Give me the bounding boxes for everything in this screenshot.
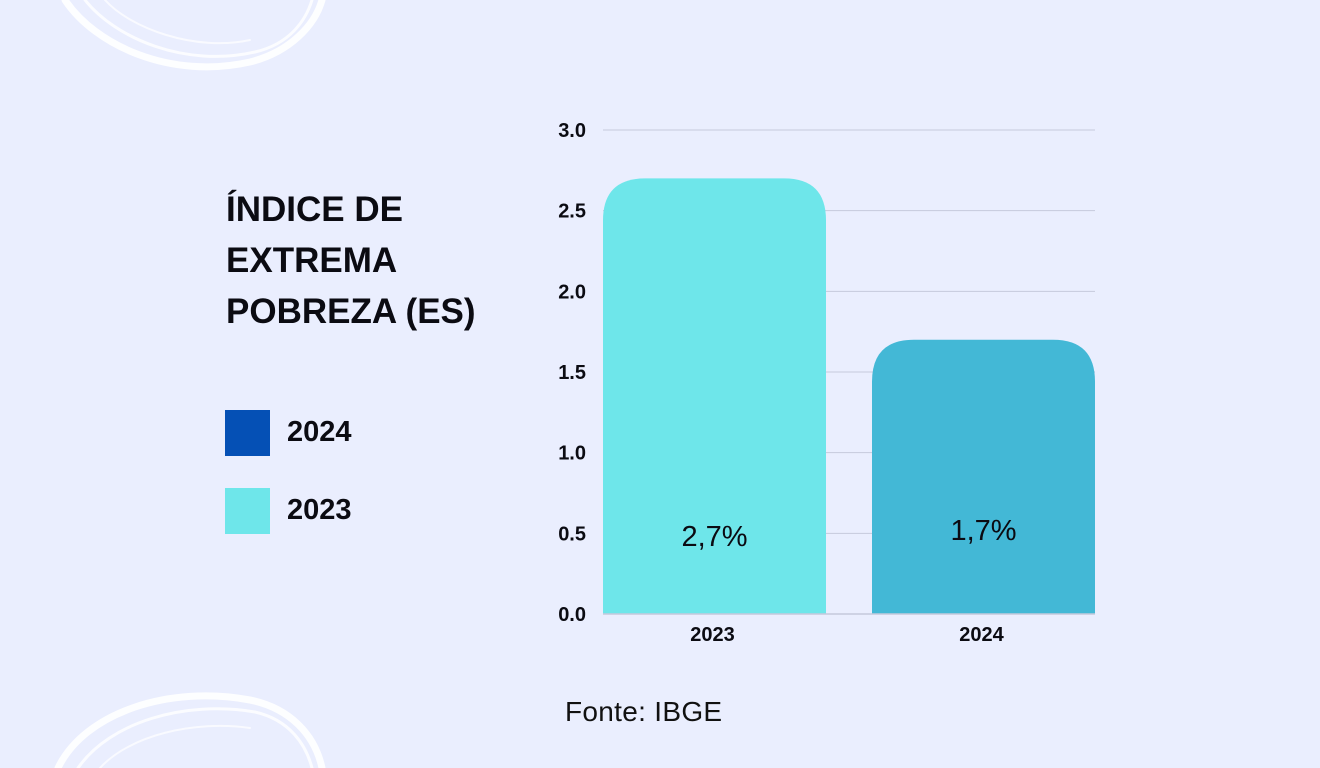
legend-swatch-2024 [225, 410, 270, 456]
y-tick-label: 1.5 [558, 362, 586, 384]
x-tick-label-2024: 2024 [959, 624, 1004, 646]
x-tick-label-2023: 2023 [690, 624, 735, 646]
bar-2023 [603, 178, 826, 614]
y-tick-label: 0.5 [558, 523, 586, 545]
y-tick-label: 0.0 [558, 604, 586, 626]
legend-label-2023: 2023 [287, 494, 352, 526]
chart-title: ÍNDICE DE EXTREMA POBREZA (ES) [226, 190, 476, 331]
y-tick-label: 3.0 [558, 120, 586, 142]
data-label-2023: 2,7% [681, 521, 747, 553]
y-tick-label: 1.0 [558, 443, 586, 465]
data-label-2024: 1,7% [950, 515, 1016, 547]
bar-2024 [872, 339, 1095, 614]
y-tick-label: 2.5 [558, 201, 586, 223]
y-tick-label: 2.0 [558, 281, 586, 303]
legend-swatch-2023 [225, 488, 270, 534]
legend-label-2024: 2024 [287, 416, 352, 448]
source-note: Fonte: IBGE [565, 696, 723, 727]
legend-item-2024: 2024 [225, 410, 425, 456]
legend-item-2023: 2023 [225, 488, 425, 534]
